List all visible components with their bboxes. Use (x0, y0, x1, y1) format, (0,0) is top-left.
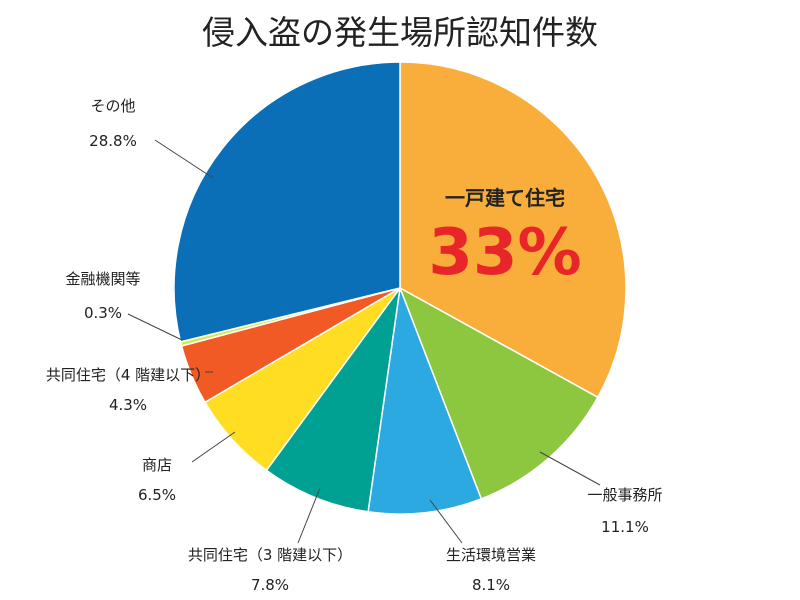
leader-line-8 (154, 139, 214, 179)
slice-label-6: 共同住宅（4 階建以下） (46, 366, 210, 384)
highlight-slice-value: 33% (428, 216, 581, 290)
pie-slice-2 (398, 286, 599, 500)
slice-value-7: 0.3% (84, 304, 122, 322)
pie-slice-8 (173, 61, 401, 343)
leader-line-3 (429, 499, 463, 544)
slice-value-2: 11.1% (601, 518, 649, 536)
slice-value-8: 28.8% (89, 132, 137, 150)
highlight-slice-label: 一戸建て住宅 (445, 186, 565, 210)
slice-label-7: 金融機関等 (65, 270, 140, 288)
pie-slice-4 (265, 287, 401, 513)
leader-line-7 (127, 313, 183, 341)
pie-slice-1 (399, 61, 627, 399)
pie-slices (173, 61, 627, 515)
leader-line-2 (539, 451, 601, 486)
slice-label-4: 共同住宅（3 階建以下） (188, 546, 352, 564)
slice-label-2: 一般事務所 (587, 486, 662, 504)
slice-labels: 一戸建て住宅 33% 一般事務所 11.1% 生活環境営業 8.1% 共同住宅（3 階建以下… (46, 97, 663, 594)
chart-title: 侵入盗の発生場所認知件数 (202, 13, 598, 52)
slice-value-3: 8.1% (472, 576, 510, 594)
leader-line-5 (191, 431, 236, 463)
slice-value-4: 7.8% (251, 576, 289, 594)
slice-label-3: 生活環境営業 (446, 546, 536, 564)
leader-lines (127, 139, 601, 544)
slice-label-8: その他 (90, 97, 135, 115)
pie-slice-3 (367, 285, 483, 515)
slice-value-6: 4.3% (109, 396, 147, 414)
slice-label-5: 商店 (142, 456, 172, 474)
slice-value-5: 6.5% (138, 486, 176, 504)
leader-line-4 (297, 487, 321, 544)
